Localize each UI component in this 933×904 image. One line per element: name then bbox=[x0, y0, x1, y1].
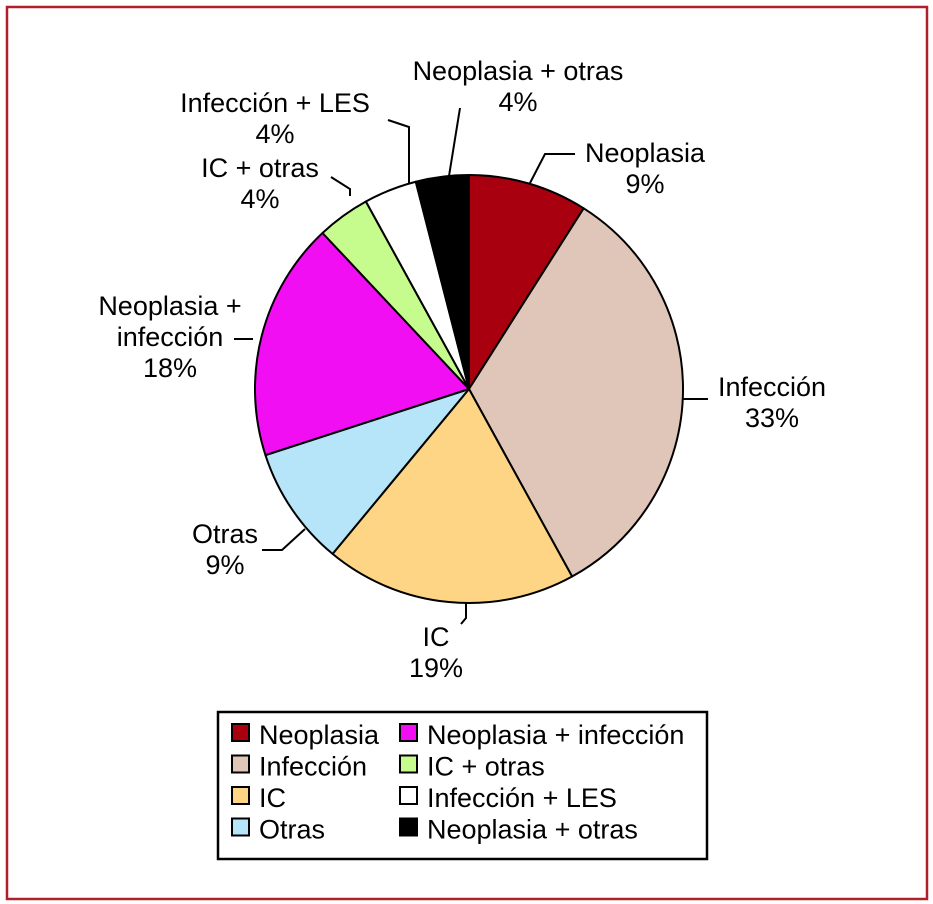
slice-neoplasia-infeccion bbox=[254, 232, 470, 457]
legend-label-infeccion-les: Infección + LES bbox=[427, 783, 617, 813]
legend-entry-ic-otras: IC + otras bbox=[399, 752, 545, 782]
legend-swatch-infeccion-les bbox=[399, 786, 418, 805]
callout-line-neoplasia-otras-2: 4% bbox=[498, 87, 537, 117]
legend-swatch-ic-otras bbox=[399, 754, 418, 774]
legend-label-neoplasia-infeccion: Neoplasia + infección bbox=[427, 720, 684, 750]
callout-label-neoplasia-otras: Neoplasia + otras 4% bbox=[413, 56, 624, 117]
legend-label-infeccion: Infección bbox=[259, 752, 367, 782]
callout-line-ic-2: 19% bbox=[409, 653, 463, 683]
labels-layer: Neoplasia 9%Infección 33%IC 19%Otras 9%Neopl… bbox=[98, 56, 826, 683]
callout-line-neoplasia-otras-1: Neoplasia + otras bbox=[413, 56, 624, 86]
leader-line-neoplasia bbox=[529, 153, 575, 184]
callout-label-neoplasia-infeccion: Neoplasia + infección 18% bbox=[98, 291, 241, 383]
legend-swatch-neoplasia-otras bbox=[399, 817, 418, 837]
legend-entry-neoplasia-otras: Neoplasia + otras bbox=[399, 815, 638, 845]
callout-line-ic-otras-1: IC + otras bbox=[201, 153, 319, 183]
callout-label-infeccion-les: Infección + LES 4% bbox=[180, 88, 370, 149]
legend-label-ic-otras: IC + otras bbox=[427, 752, 545, 782]
callout-line-infeccion-les-2: 4% bbox=[255, 119, 294, 149]
callout-line-otras-1: Otras bbox=[192, 519, 258, 549]
callout-line-neoplasia-2: 9% bbox=[625, 169, 664, 199]
legend-swatch-ic bbox=[231, 786, 250, 805]
legend-entry-neoplasia-infeccion: Neoplasia + infección bbox=[399, 720, 684, 750]
leader-line-ic bbox=[460, 603, 467, 625]
callout-label-otras: Otras 9% bbox=[192, 519, 258, 580]
legend-entry-infeccion: Infección bbox=[231, 752, 367, 782]
callout-line-ic-1: IC bbox=[423, 622, 450, 652]
legend-label-neoplasia: Neoplasia bbox=[259, 720, 380, 750]
leader-line-infeccion-les bbox=[387, 119, 410, 183]
callout-line-infeccion-2: 33% bbox=[745, 403, 799, 433]
callout-line-otras-2: 9% bbox=[205, 550, 244, 580]
legend-swatch-infeccion bbox=[231, 754, 250, 774]
leaders-layer bbox=[234, 107, 708, 625]
slice-otras bbox=[264, 388, 470, 555]
leader-line-neoplasia-otras bbox=[448, 107, 461, 177]
legend-label-neoplasia-otras: Neoplasia + otras bbox=[427, 815, 638, 845]
legend-label-ic: IC bbox=[259, 783, 286, 813]
callout-label-neoplasia: Neoplasia 9% bbox=[585, 138, 706, 199]
legend-entry-ic: IC bbox=[231, 783, 286, 813]
legend-swatch-otras bbox=[231, 817, 250, 837]
legend-entry-infeccion-les: Infección + LES bbox=[399, 783, 617, 813]
legend-swatch-neoplasia bbox=[231, 723, 250, 742]
leader-line-ic-otras bbox=[330, 176, 351, 196]
callout-label-infeccion: Infección 33% bbox=[718, 372, 826, 433]
callout-line-neoplasia-infeccion-3: 18% bbox=[143, 353, 197, 383]
slice-ic bbox=[331, 388, 574, 604]
legend-entry-otras: Otras bbox=[231, 815, 325, 845]
callout-line-neoplasia-1: Neoplasia bbox=[585, 138, 706, 168]
callout-line-neoplasia-infeccion-2: infección bbox=[117, 322, 224, 352]
callout-label-ic: IC 19% bbox=[409, 622, 463, 683]
legend-swatch-neoplasia-infeccion bbox=[399, 723, 418, 742]
callout-line-neoplasia-infeccion-1: Neoplasia + bbox=[98, 291, 241, 321]
callout-line-ic-otras-2: 4% bbox=[240, 184, 279, 214]
slice-neoplasia bbox=[468, 174, 585, 390]
callout-label-ic-otras: IC + otras 4% bbox=[201, 153, 319, 214]
legend-label-otras: Otras bbox=[259, 815, 325, 845]
slices-layer bbox=[254, 174, 685, 604]
callout-line-infeccion-les-1: Infección + LES bbox=[180, 88, 370, 118]
legend-entry-neoplasia: Neoplasia bbox=[231, 720, 380, 750]
legend-box bbox=[216, 710, 709, 861]
slice-neoplasia-otras bbox=[414, 174, 470, 390]
callout-line-infeccion-1: Infección bbox=[718, 372, 826, 402]
leader-line-otras bbox=[262, 528, 306, 551]
